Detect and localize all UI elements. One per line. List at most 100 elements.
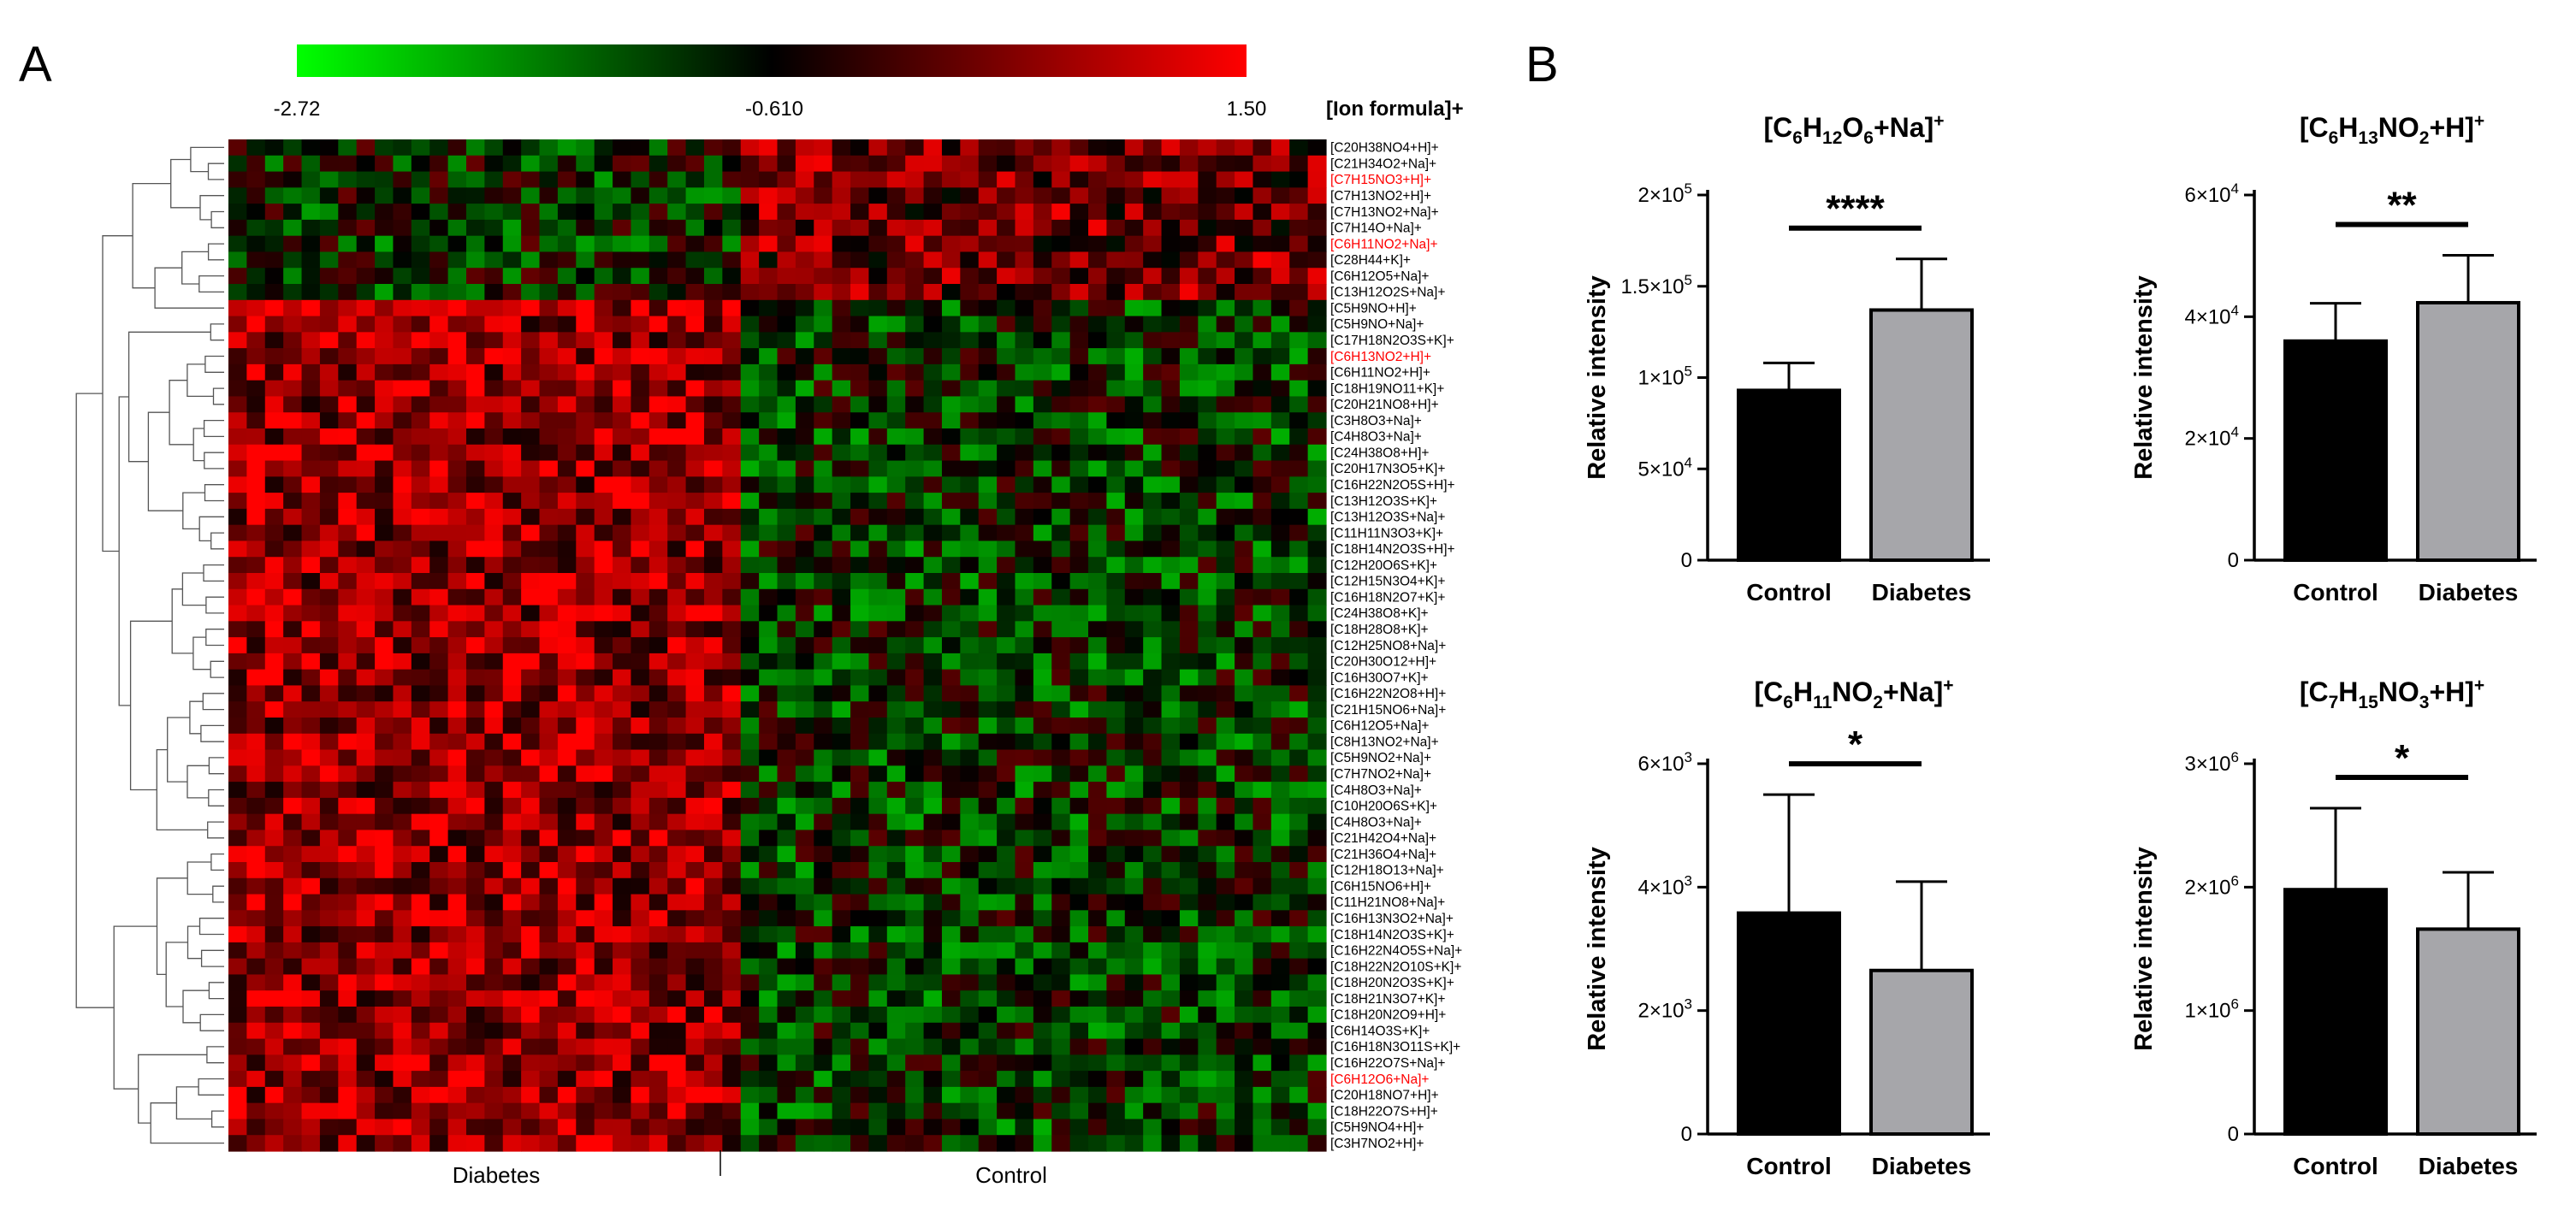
heatmap-cell [685, 637, 705, 654]
heatmap-cell [703, 139, 723, 157]
heatmap-cell [283, 637, 303, 654]
heatmap-cell [1015, 493, 1034, 510]
heatmap-cell [319, 380, 339, 398]
heatmap-cell [795, 348, 814, 365]
heatmap-cell [1216, 268, 1235, 285]
heatmap-cell [740, 588, 760, 606]
heatmap-cell [375, 219, 394, 237]
heatmap-cell [814, 476, 833, 493]
heatmap-cell [429, 926, 449, 943]
heatmap-cell [1015, 701, 1034, 718]
heatmap-cell [429, 1071, 449, 1088]
heatmap-cell [1198, 540, 1217, 558]
heatmap-cell [411, 348, 430, 365]
heatmap-cell [521, 1054, 541, 1072]
heatmap-cell [777, 797, 796, 815]
heatmap-cell [759, 332, 779, 349]
heatmap-cell [1307, 813, 1327, 831]
heatmap-cell [613, 926, 632, 943]
heatmap-cell [1198, 493, 1217, 510]
heatmap-cell [1069, 428, 1089, 446]
heatmap-cell [1252, 926, 1272, 943]
heatmap-cell [429, 268, 449, 285]
heatmap-cell [667, 813, 687, 831]
heatmap-cell [338, 363, 358, 381]
heatmap-cell [283, 685, 303, 702]
heatmap-cell [1124, 637, 1144, 654]
heatmap-cell [1235, 396, 1254, 413]
heatmap-cell [814, 1071, 833, 1088]
heatmap-cell [960, 958, 980, 976]
heatmap-cell [594, 412, 613, 429]
heatmap-cell [1088, 187, 1107, 204]
heatmap-cell [814, 493, 833, 510]
heatmap-cell [997, 621, 1016, 638]
heatmap-cell [246, 1007, 266, 1024]
heatmap-cell [759, 653, 779, 670]
heatmap-cell [777, 284, 796, 301]
heatmap-cell [338, 428, 358, 446]
heatmap-cell [1143, 524, 1163, 542]
heatmap-cell [703, 396, 723, 413]
heatmap-cell [631, 749, 650, 766]
heatmap-cell [1270, 1086, 1290, 1104]
heatmap-cell [356, 204, 376, 221]
heatmap-cell [1088, 540, 1107, 558]
heatmap-cell [905, 476, 925, 493]
heatmap-cell [814, 1038, 833, 1055]
heatmap-cell [1106, 910, 1126, 927]
heatmap-cell [301, 877, 321, 895]
heatmap-cell [375, 1007, 394, 1024]
heatmap-cell [319, 701, 339, 718]
heatmap-cell [356, 412, 376, 429]
heatmap-cell [667, 1119, 687, 1136]
heatmap-cell [1179, 797, 1199, 815]
heatmap-cell [539, 877, 559, 895]
heatmap-cell [960, 428, 980, 446]
heatmap-cell [301, 926, 321, 943]
heatmap-cell [1015, 797, 1034, 815]
heatmap-cell [228, 621, 247, 638]
heatmap-cell [319, 1102, 339, 1120]
heatmap-cell [1235, 299, 1254, 317]
heatmap-cell [1179, 621, 1199, 638]
bar-diabetes [1869, 308, 1974, 562]
heatmap-cell [795, 1022, 814, 1040]
heatmap-cell [465, 749, 485, 766]
heatmap-cell [1161, 1119, 1181, 1136]
heatmap-cell [1124, 204, 1144, 221]
heatmap-cell [740, 348, 760, 365]
heatmap-cell [264, 332, 284, 349]
heatmap-cell [1033, 155, 1052, 173]
heatmap-cell [868, 363, 888, 381]
heatmap-cell [832, 830, 851, 847]
heatmap-cell [1179, 894, 1199, 911]
heatmap-cell [1124, 573, 1144, 590]
heatmap-cell [447, 363, 467, 381]
heatmap-cell [539, 428, 559, 446]
heatmap-row-label: [C6H15NO6+H]+ [1330, 879, 1431, 894]
heatmap-cell [960, 557, 980, 574]
heatmap-cell [1033, 1022, 1052, 1040]
heatmap-cell [648, 701, 668, 718]
heatmap-cell [429, 669, 449, 687]
heatmap-cell [978, 830, 998, 847]
heatmap-cell [1051, 524, 1071, 542]
heatmap-cell [648, 797, 668, 815]
heatmap-cell [667, 460, 687, 477]
heatmap-cell [814, 990, 833, 1007]
heatmap-cell [631, 942, 650, 960]
heatmap-cell [1161, 1135, 1181, 1152]
heatmap-cell [264, 540, 284, 558]
heatmap-cell [576, 942, 595, 960]
heatmap-cell [795, 1054, 814, 1072]
heatmap-cell [941, 765, 961, 783]
heatmap-row-label: [C12H15N3O4+K]+ [1330, 575, 1445, 589]
heatmap-cell [447, 251, 467, 269]
heatmap-cell [411, 540, 430, 558]
dendrogram-branch [198, 1078, 224, 1096]
heatmap-cell [850, 235, 870, 253]
heatmap-cell [484, 428, 504, 446]
heatmap-cell [283, 1022, 303, 1040]
heatmap-cell [759, 380, 779, 398]
